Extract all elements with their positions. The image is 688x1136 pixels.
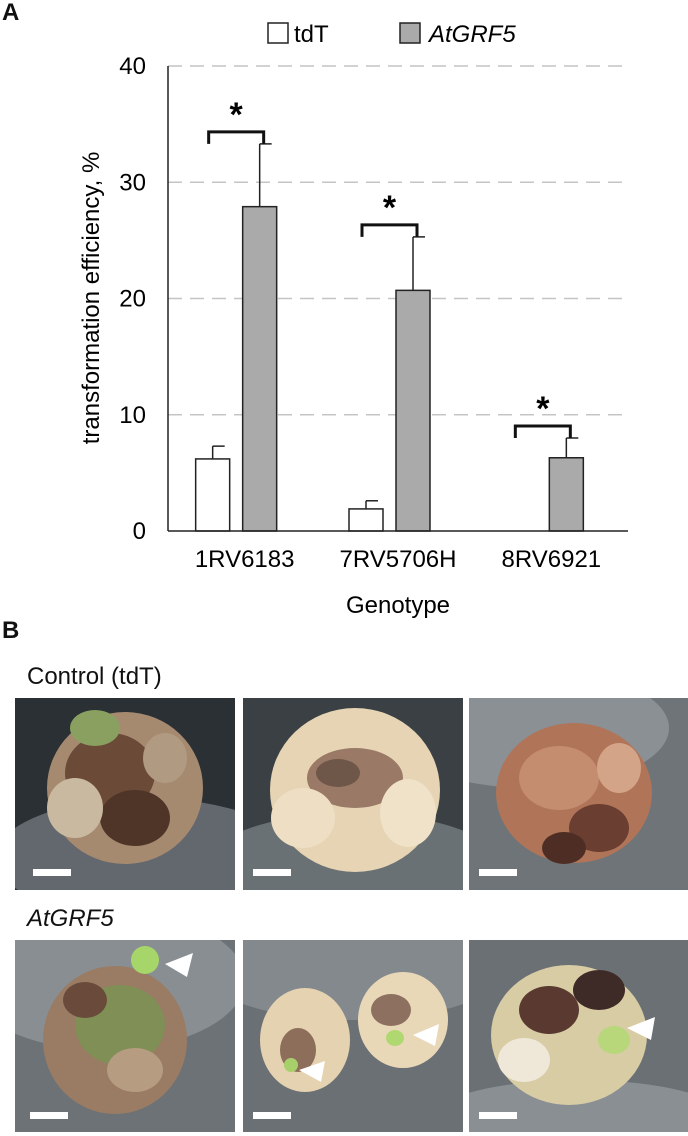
arrowhead-marker — [165, 953, 193, 977]
green-shoot — [598, 1026, 630, 1054]
photo-atgrf5-1 — [15, 940, 235, 1132]
significance-bracket — [360, 223, 419, 237]
y-tick-label: 0 — [133, 518, 146, 545]
significance-marks: * * * — [207, 96, 572, 438]
legend-swatch-tdt — [267, 22, 289, 44]
y-tick-label: 40 — [119, 53, 146, 80]
significance-bracket — [207, 130, 266, 144]
bar — [241, 205, 278, 532]
significance-bracket — [513, 424, 572, 438]
bar — [194, 458, 231, 532]
significance-star: * — [536, 390, 550, 428]
bar-chart: 0 10 20 30 40 1RV6183 7RV5706H 8RV6921 * * * Geno… — [78, 21, 628, 619]
scale-bar — [33, 869, 71, 876]
panel-b-label: B — [2, 617, 20, 644]
y-axis-title: transformation efficiency, % — [78, 152, 105, 445]
bar — [348, 508, 384, 532]
green-shoot — [284, 1058, 298, 1072]
green-shoot — [131, 946, 159, 974]
y-tick-label: 20 — [119, 286, 146, 313]
axes — [167, 66, 628, 532]
y-tick-label: 30 — [119, 169, 146, 196]
arrowhead-marker — [413, 1024, 439, 1046]
arrowhead-marker — [299, 1061, 325, 1082]
scale-bar — [479, 869, 517, 876]
scale-bar — [253, 1112, 291, 1119]
legend: tdT AtGRF5 — [267, 21, 516, 48]
scale-bar — [253, 869, 291, 876]
photo-atgrf5-2 — [243, 940, 463, 1132]
green-shoot — [386, 1030, 404, 1046]
panel-a-label: A — [2, 0, 20, 26]
legend-label-tdt: tdT — [294, 21, 329, 48]
row-label-atgrf5: AtGRF5 — [27, 905, 114, 932]
x-tick-label: 8RV6921 — [502, 546, 602, 573]
bar — [548, 457, 585, 532]
arrowhead-marker — [627, 1017, 655, 1040]
scale-bar — [30, 1112, 68, 1119]
significance-star: * — [230, 96, 244, 134]
scale-bar — [479, 1112, 517, 1119]
significance-star: * — [383, 189, 397, 227]
tick-labels: 0 10 20 30 40 1RV6183 7RV5706H 8RV6921 — [119, 53, 601, 573]
bars — [194, 143, 585, 532]
x-axis-title: Genotype — [346, 592, 450, 619]
photo-control-1 — [15, 698, 235, 890]
photo-control-3 — [469, 698, 688, 890]
y-tick-label: 10 — [119, 402, 146, 429]
photo-atgrf5-3 — [469, 940, 688, 1132]
bar — [395, 289, 431, 532]
row-label-control: Control (tdT) — [27, 663, 162, 690]
photo-control-2 — [243, 698, 463, 890]
x-tick-label: 1RV6183 — [195, 546, 295, 573]
legend-swatch-atgrf5 — [399, 22, 421, 44]
legend-label-atgrf5: AtGRF5 — [427, 21, 516, 48]
x-tick-label: 7RV5706H — [340, 546, 457, 573]
